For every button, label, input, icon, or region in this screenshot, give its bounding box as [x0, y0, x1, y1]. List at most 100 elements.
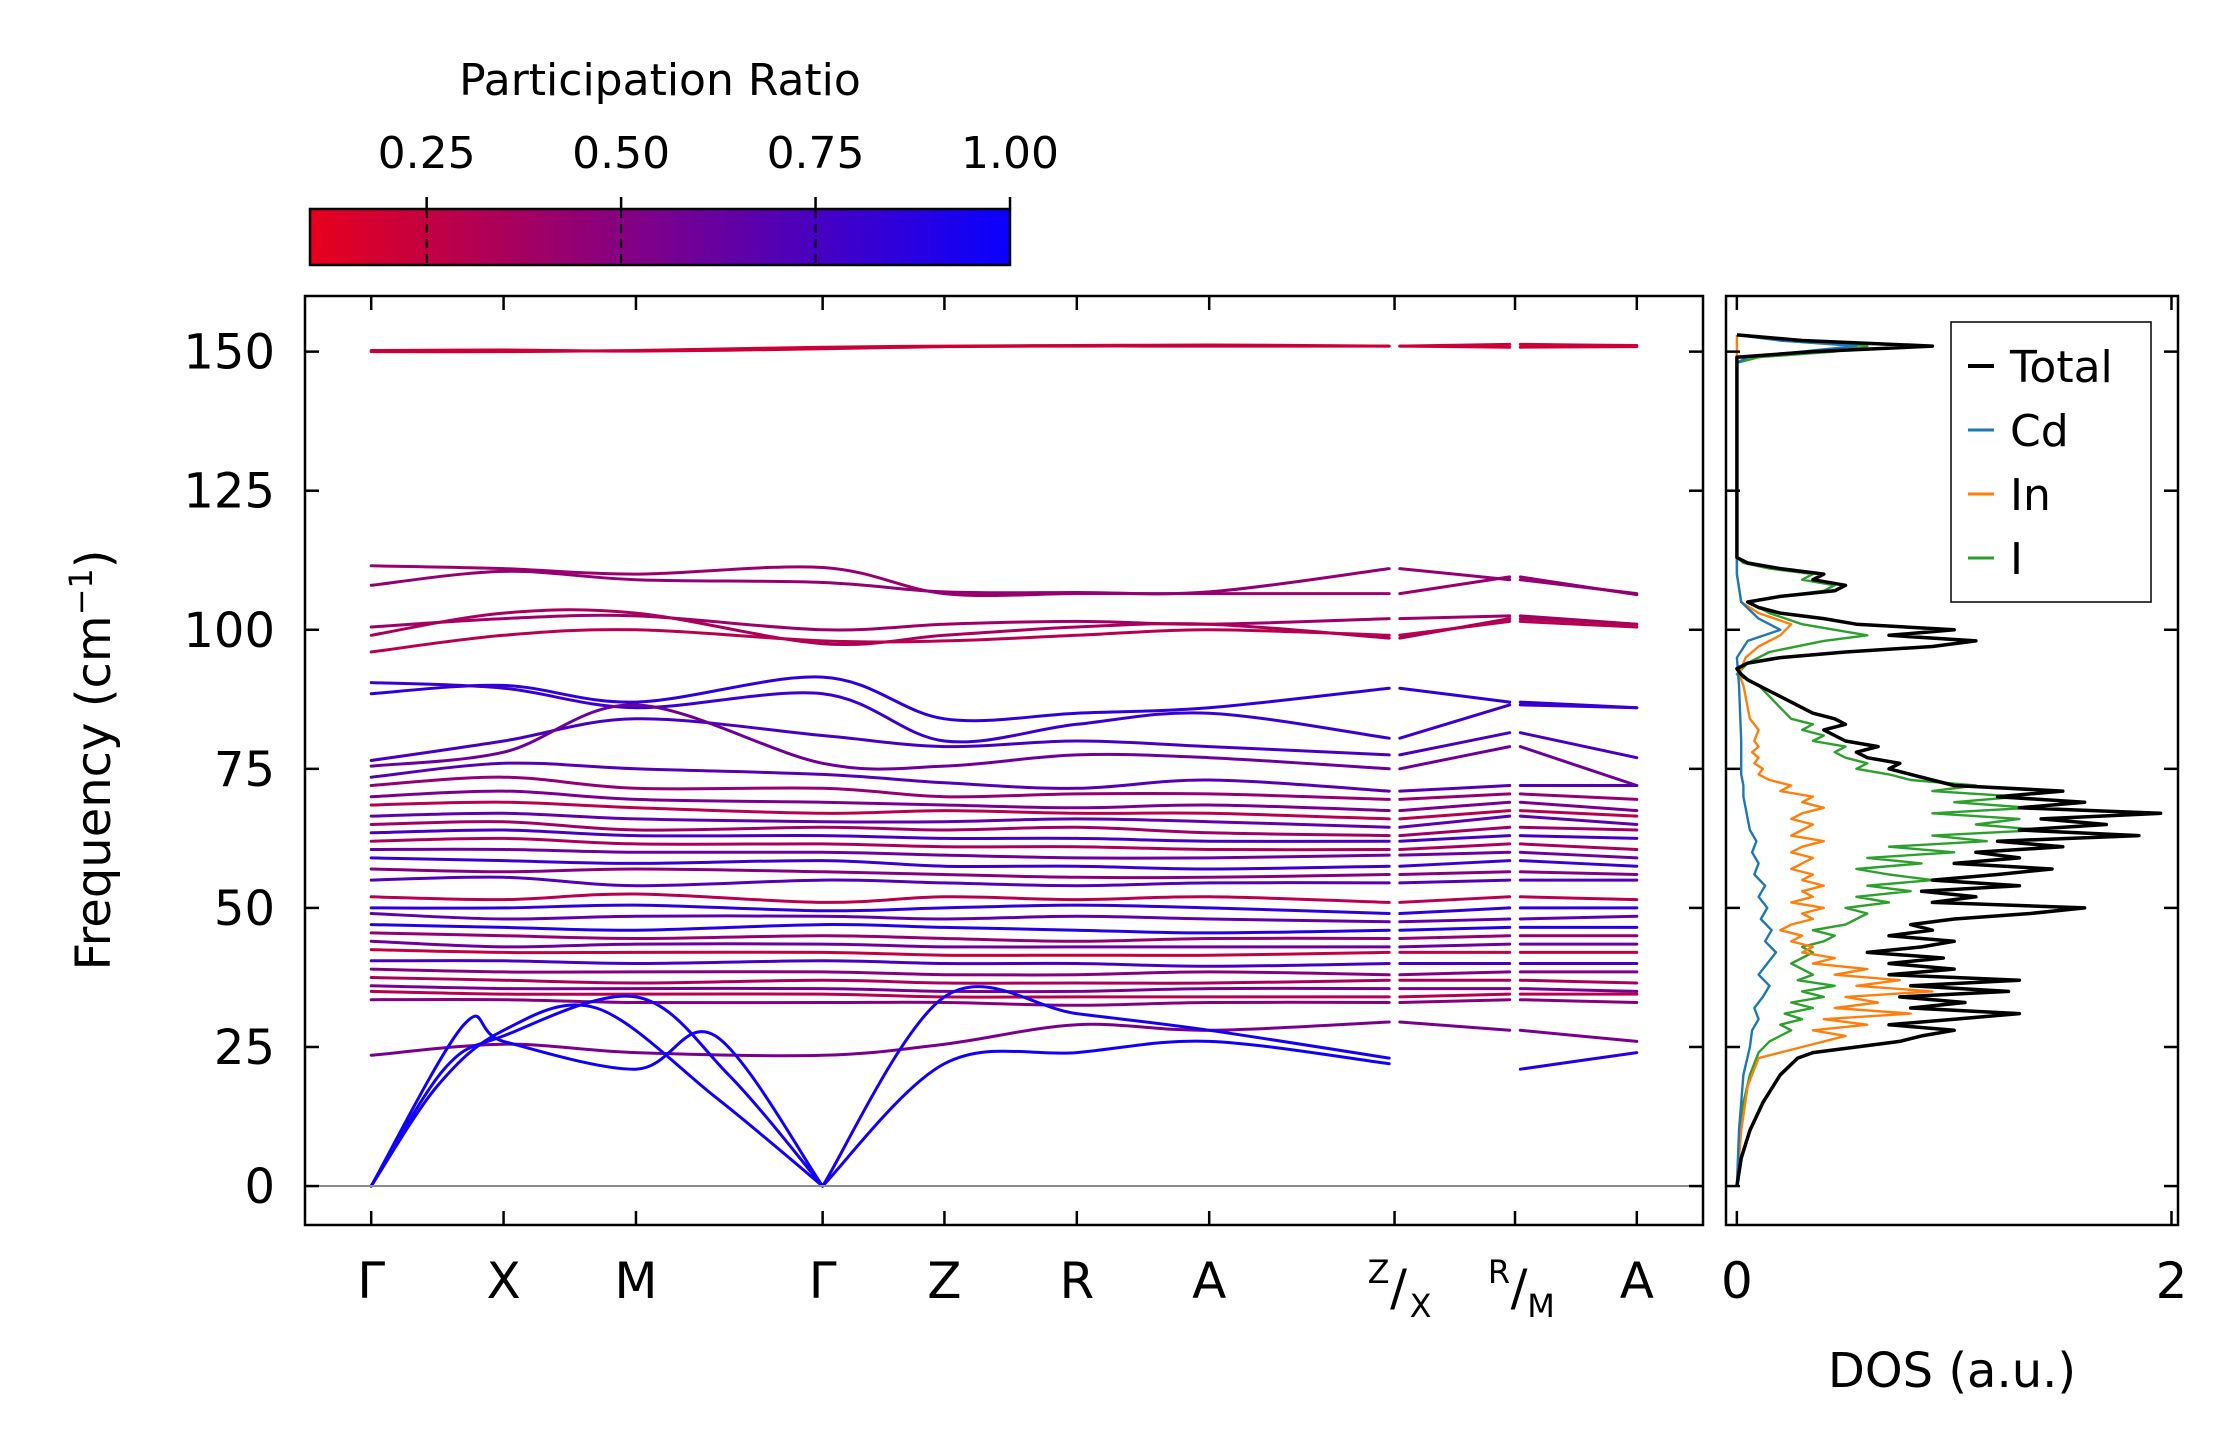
x-tick-label-slash: / — [1390, 1259, 1407, 1317]
x-tick-label-lower: M — [1527, 1287, 1555, 1325]
x-tick-label: X — [486, 1252, 520, 1310]
y-axis-label: Frequency (cm−1) — [62, 549, 122, 970]
colorbar-bar — [308, 207, 1012, 267]
optical-band-line — [1398, 834, 1512, 843]
legend-box — [1950, 321, 2152, 603]
optical-band-line — [1518, 792, 1639, 801]
optical-band-line — [369, 820, 1391, 838]
optical-band-line — [369, 892, 1391, 904]
band-plot-frame — [303, 294, 1705, 1227]
x-tick-label: R — [1059, 1252, 1094, 1310]
optical-band-line — [1398, 731, 1512, 757]
dos-legend: Total Cd In I — [1950, 321, 2152, 603]
optical-band-line — [1398, 970, 1512, 977]
optical-band-line — [1398, 906, 1512, 915]
optical-band-line — [369, 959, 1391, 968]
optical-band-line — [1518, 842, 1639, 851]
colorbar-tick-label: 0.50 — [572, 128, 670, 179]
band-y-axis: 0 25 50 75 100 125 150 — [183, 325, 1703, 1215]
optical-band-line — [369, 948, 1391, 957]
optical-band-line — [1518, 809, 1639, 818]
optical-band-line — [1518, 731, 1639, 760]
optical-band-line — [369, 775, 1391, 801]
y-tick-label: 0 — [244, 1159, 275, 1215]
acoustic-band-line — [369, 1014, 825, 1188]
optical-band-line — [369, 344, 1391, 353]
optical-band-line — [369, 681, 1391, 744]
optical-band-line — [369, 976, 1391, 985]
optical-band-line — [1398, 614, 1512, 621]
y-tick-label: 125 — [183, 464, 275, 520]
optical-band-line — [369, 912, 1391, 924]
optical-band-line — [1398, 825, 1512, 838]
dos-line-cd — [1735, 333, 1858, 1187]
dos-line-in — [1735, 334, 1934, 1187]
optical-band-line — [369, 789, 1391, 813]
x-tick-label: Z — [927, 1252, 961, 1310]
optical-band-line — [369, 613, 1391, 632]
optical-band-line — [369, 800, 1391, 821]
optical-band-line — [1398, 1020, 1512, 1032]
optical-band-line — [369, 761, 1391, 793]
y-axis-label-main: Frequency (cm — [66, 615, 122, 970]
optical-band-line — [1398, 745, 1512, 771]
optical-band-line — [1518, 1028, 1639, 1043]
optical-band-line — [1398, 942, 1512, 949]
optical-band-line — [369, 717, 1391, 762]
optical-band-line — [1518, 345, 1639, 349]
optical-band-line — [1398, 917, 1512, 924]
dos-x-tick-label: 2 — [2156, 1252, 2188, 1310]
acoustic-band-line — [369, 1003, 825, 1188]
optical-band-line — [1518, 895, 1639, 902]
optical-band-line — [1398, 870, 1512, 876]
optical-band-line — [1518, 619, 1639, 629]
optical-band-line — [1398, 686, 1512, 704]
optical-band-line — [369, 931, 1391, 943]
acoustic-band-line — [821, 985, 1391, 1188]
legend-label-i: I — [2010, 534, 2023, 585]
optical-band-line — [1518, 703, 1639, 710]
optical-band-line — [1398, 878, 1512, 885]
colorbar-title: Participation Ratio — [459, 55, 861, 106]
optical-band-line — [1518, 987, 1639, 993]
optical-band-line — [369, 903, 1391, 915]
x-tick-label: A — [1192, 1252, 1226, 1310]
acoustic-band-line — [821, 1039, 1391, 1188]
optical-band-line — [1398, 800, 1512, 813]
legend-label-cd: Cd — [2010, 406, 2069, 457]
optical-band-line — [369, 567, 1391, 596]
optical-band-line — [1398, 934, 1512, 940]
optical-band-line — [1518, 870, 1639, 876]
optical-band-line — [1398, 619, 1512, 637]
optical-band-line — [1518, 800, 1639, 813]
colorbar: Participation Ratio 0.25 0.50 0.75 1.00 — [308, 55, 1059, 267]
optical-band-line — [369, 989, 1391, 999]
colorbar-ticks: 0.25 0.50 0.75 1.00 — [378, 128, 1059, 265]
x-tick-label-upper: Z — [1368, 1253, 1390, 1291]
legend-label-total: Total — [2009, 342, 2113, 393]
optical-band-line — [1518, 914, 1639, 921]
optical-band-line — [1398, 703, 1512, 740]
dos-plot-frame — [1724, 294, 2180, 1227]
x-tick-label-lower: X — [1410, 1287, 1432, 1325]
optical-band-line — [1398, 344, 1512, 349]
optical-band-line — [1398, 850, 1512, 857]
optical-band-line — [1398, 842, 1512, 851]
optical-band-line — [369, 675, 1391, 723]
acoustic-band-line — [1518, 1051, 1639, 1071]
optical-band-line — [369, 811, 1391, 829]
optical-band-line — [1518, 578, 1639, 596]
optical-band-line — [1518, 814, 1639, 826]
dos-line-i — [1735, 333, 2043, 1187]
optical-band-line — [1398, 814, 1512, 829]
optical-band-line — [369, 828, 1391, 843]
x-tick-label: Γ — [357, 1252, 385, 1310]
optical-band-line — [369, 867, 1391, 880]
x-tick-label-slash: / — [1511, 1259, 1528, 1317]
optical-band-line — [1398, 567, 1512, 582]
x-tick-label-upper: R — [1488, 1253, 1510, 1291]
